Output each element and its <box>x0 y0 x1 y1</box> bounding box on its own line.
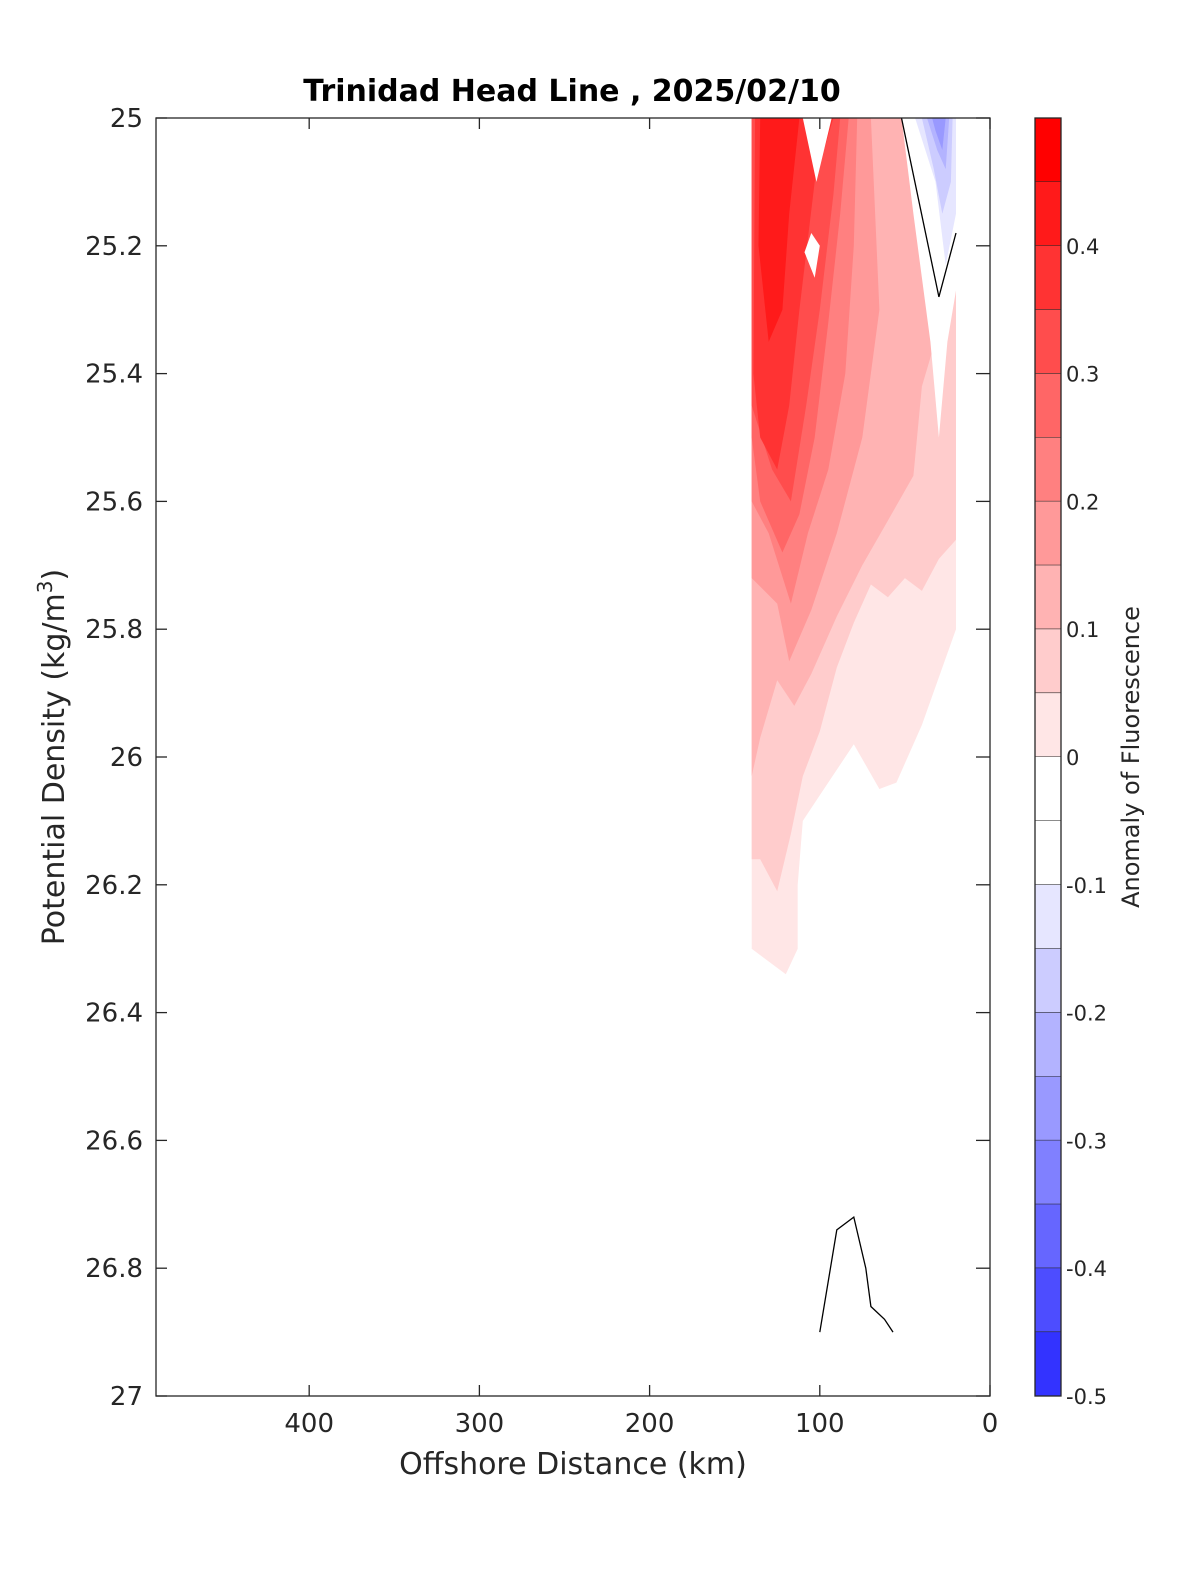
contour-fills <box>751 118 956 975</box>
contour-line-1 <box>819 1215 894 1333</box>
colorbar-band <box>1035 1268 1061 1333</box>
y-tick-label: 25.2 <box>85 232 143 262</box>
colorbar-band <box>1035 181 1061 246</box>
colorbar-band <box>1035 948 1061 1013</box>
colorbar-tick-label: -0.5 <box>1066 1385 1107 1409</box>
y-tick-label: 25.8 <box>85 615 143 645</box>
colorbar-band <box>1035 1140 1061 1205</box>
y-tick-label: 26.2 <box>85 871 143 901</box>
plot-area <box>155 117 991 1397</box>
colorbar-band <box>1035 1204 1061 1269</box>
colorbar-band <box>1035 373 1061 438</box>
colorbar-label: Anomaly of Fluorescence <box>1117 606 1145 908</box>
y-axis-label-superscript: 3 <box>33 580 57 593</box>
y-tick-label: 26.8 <box>85 1254 143 1284</box>
colorbar-frame <box>1034 117 1062 1397</box>
x-tick-label: 400 <box>284 1409 334 1439</box>
y-tick-label: 26.6 <box>85 1126 143 1156</box>
x-tick-label: 200 <box>625 1409 675 1439</box>
colorbar-band <box>1035 118 1061 182</box>
y-axis-label-main: Potential Density (kg/m <box>37 593 72 945</box>
colorbar-band <box>1035 757 1061 821</box>
y-tick-label: 27 <box>110 1382 143 1412</box>
x-axis: 400 300 200 100 0 <box>284 118 998 1439</box>
x-axis-label: Offshore Distance (km) <box>399 1447 747 1482</box>
colorbar-tick-label: -0.3 <box>1066 1129 1107 1153</box>
colorbar-band <box>1035 820 1061 885</box>
y-tick-label: 25.6 <box>85 487 143 517</box>
colorbar-band <box>1035 693 1061 757</box>
x-tick-label: 0 <box>982 1409 999 1439</box>
y-axis-label: Potential Density (kg/m3) <box>33 569 72 945</box>
x-tick-label: 300 <box>455 1409 505 1439</box>
x-tick-label: 100 <box>795 1409 845 1439</box>
colorbar-tick-label: -0.2 <box>1066 1002 1107 1026</box>
colorbar-tick-label: -0.4 <box>1066 1257 1107 1281</box>
contour-line-0 <box>900 118 957 298</box>
colorbar-band <box>1035 309 1061 374</box>
contour-region-8 <box>758 118 800 342</box>
colorbar-tick-label: 0.4 <box>1066 235 1099 259</box>
colorbar-tick-label: 0.2 <box>1066 490 1099 514</box>
chart-title: Trinidad Head Line , 2025/02/10 <box>303 74 840 109</box>
y-tick-label: 25 <box>110 104 143 134</box>
colorbar-tick-label: -0.1 <box>1066 874 1107 898</box>
colorbar-band <box>1035 501 1061 566</box>
y-axis-label-close: ) <box>37 569 72 581</box>
colorbar-band <box>1035 1076 1061 1141</box>
colorbar-tick-label: 0 <box>1066 746 1079 770</box>
colorbar-band <box>1035 245 1061 310</box>
y-axis: 25 25.2 25.4 25.6 25.8 26 26.2 26.4 26.6 26.8 27 <box>85 104 990 1412</box>
y-tick-label: 26.4 <box>85 999 143 1029</box>
y-tick-label: 26 <box>110 743 143 773</box>
colorbar: 0.4 0.3 0.2 0.1 0 -0.1 -0.2 -0.3 -0.4 -0.5 <box>1034 117 1107 1409</box>
colorbar-band <box>1035 1012 1061 1077</box>
colorbar-band <box>1035 565 1061 630</box>
colorbar-band <box>1035 1332 1061 1396</box>
contour-region-15 <box>932 118 946 150</box>
colorbar-tick-label: 0.3 <box>1066 363 1099 387</box>
contour-region-10 <box>804 233 820 278</box>
colorbar-ticks: 0.4 0.3 0.2 0.1 0 -0.1 -0.2 -0.3 -0.4 -0.5 <box>1066 235 1107 1409</box>
y-tick-label: 25.4 <box>85 360 143 390</box>
colorbar-bands <box>1035 118 1061 1397</box>
colorbar-tick-label: 0.1 <box>1066 618 1099 642</box>
colorbar-band <box>1035 437 1061 502</box>
zero-contour-lines <box>819 118 957 1333</box>
colorbar-band <box>1035 629 1061 694</box>
colorbar-band <box>1035 884 1061 949</box>
contour-region-9 <box>802 118 832 182</box>
